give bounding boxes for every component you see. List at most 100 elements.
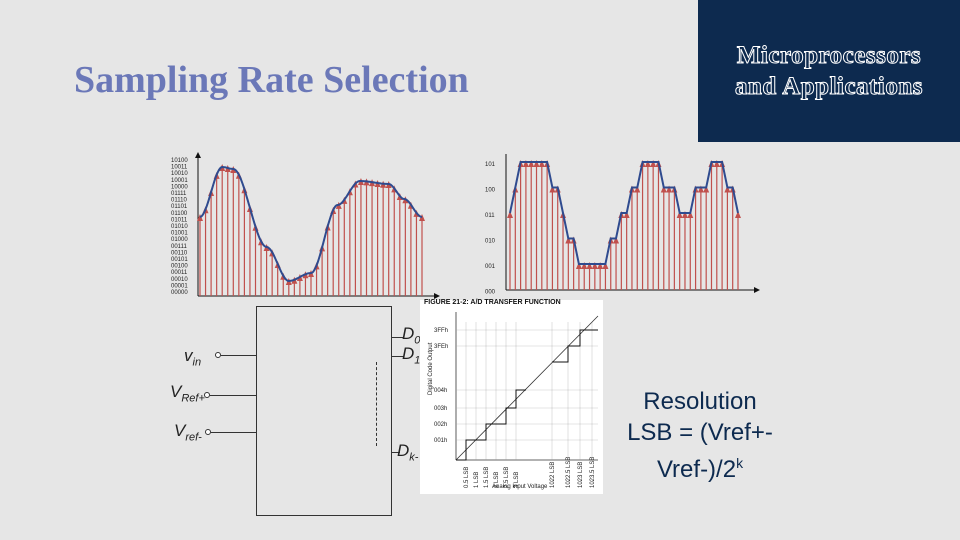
fig-y-tick: 004h [434, 388, 447, 394]
fig-x-tick: 1022.5 LSB [566, 457, 572, 488]
y-tick-label: 00101 [171, 257, 188, 263]
fig-x-tick: 0.5 LSB [464, 467, 470, 488]
y-tick-label: 011 [485, 213, 495, 219]
y-tick-label: 01010 [171, 224, 188, 230]
sample-marker [687, 211, 694, 218]
y-tick-label: 01100 [171, 211, 188, 217]
sample-marker [623, 211, 630, 218]
x-axis-arrow [434, 293, 440, 299]
d1-label: D1 [402, 344, 421, 367]
adc-block [256, 306, 392, 516]
resolution-text: Resolution LSB = (Vref+- Vref-)/2k [610, 386, 790, 485]
fig-x-tick: 1 LSB [474, 472, 480, 488]
y-tick-label: 00011 [171, 270, 188, 276]
dk-label: Dk- [397, 441, 419, 464]
resolution-line-3: Vref-)/2k [656, 455, 744, 483]
y-tick-label: 00000 [171, 290, 188, 296]
sample-marker [660, 185, 667, 193]
banner-text: Microprocessors and Applications [698, 40, 960, 102]
sample-marker [697, 185, 704, 193]
d0-wire [392, 337, 404, 338]
sample-marker [528, 160, 535, 167]
fig-x-tick: 3 LSB [514, 472, 520, 488]
fig-x-tick: 1022 LSB [550, 462, 556, 488]
coarse-quantization-svg: 101 100 011 010 001 000 [485, 154, 760, 296]
sample-marker [681, 211, 688, 218]
fig-x-tick: 2 LSB [494, 472, 500, 488]
resolution-line-1: Resolution [643, 388, 757, 415]
sample-marker [549, 185, 556, 193]
sample-marker [724, 185, 731, 193]
sample-marker [586, 262, 593, 269]
figure-caption: FIGURE 21-2: A/D TRANSFER FUNCTION [424, 299, 561, 306]
y-tick-label: 00111 [171, 244, 187, 250]
x-axis-arrow [754, 287, 760, 293]
y-tick-label: 000 [485, 290, 496, 296]
sample-marker [533, 160, 540, 167]
ideal-transfer-line [455, 315, 599, 461]
y-tick-label: 00010 [171, 277, 188, 283]
sample-marker [666, 185, 673, 193]
resolution-line-2: LSB = (Vref+- [627, 419, 773, 446]
sample-marker [613, 236, 620, 244]
y-tick-label: 10010 [171, 171, 188, 177]
fig-y-tick: 3FEh [434, 344, 448, 350]
fig-x-tick: 2.5 LSB [504, 467, 510, 488]
sample-marker [591, 262, 598, 269]
y-tick-label: 10011 [171, 165, 188, 171]
y-tick-label: 01110 [171, 198, 187, 204]
course-banner: Microprocessors and Applications [698, 0, 960, 142]
y-tick-label: 01101 [171, 204, 188, 210]
fig-x-axis-label: Analog Input Voltage [492, 484, 548, 490]
sample-marker [703, 185, 710, 193]
fig-y-tick: 003h [434, 406, 447, 412]
y-tick-label: 01001 [171, 231, 188, 237]
banner-line-2: and Applications [735, 73, 923, 101]
actual-transfer-staircase [456, 329, 598, 461]
fig-y-axis-label: Digital Code Output [428, 342, 434, 395]
sample-marker [197, 214, 203, 221]
y-tick-label: 001 [485, 264, 496, 270]
vrefp-label: VRef+ [170, 382, 205, 405]
coarse-quantization-plot: 101 100 011 010 001 000 [478, 152, 768, 302]
transfer-function-svg: 3FFh 3FEh 004h 003h 002h 001h Digital Code Out… [428, 312, 599, 490]
fig-x-tick: 1023 LSB [578, 462, 584, 488]
sample-marker [650, 160, 657, 167]
sample-marker [419, 214, 425, 221]
vrefp-terminal [204, 392, 210, 398]
vrefm-terminal [205, 429, 211, 435]
sample-marker [735, 211, 741, 218]
analog-signal-curve [199, 165, 423, 283]
sample-marker [676, 211, 683, 218]
sample-marker [634, 185, 641, 193]
sample-marker [575, 262, 582, 269]
outputs-dashed-line [376, 362, 377, 446]
vin-terminal [215, 352, 221, 358]
y-tick-label: 01000 [171, 237, 188, 243]
sample-marker [602, 262, 609, 269]
vrefm-wire [211, 432, 256, 433]
y-tick-label: 01111 [171, 191, 187, 197]
fig-y-tick: 3FFh [434, 328, 448, 334]
y-tick-label: 10000 [171, 184, 188, 190]
vrefm-label: Vref- [174, 421, 202, 444]
sample-marker [581, 262, 588, 269]
y-tick-label: 00100 [171, 264, 188, 270]
fig-x-tick: 1023.5 LSB [590, 457, 596, 488]
dk-wire [392, 452, 400, 453]
y-tick-label: 00110 [171, 250, 188, 256]
sample-marker [507, 211, 513, 218]
quantized-signal-curve [509, 161, 739, 265]
y-tick-label: 10001 [171, 178, 188, 184]
sample-marker [565, 236, 572, 244]
y-tick-label: 100 [485, 188, 496, 194]
slide-title: Sampling Rate Selection [74, 59, 469, 101]
d1-wire [392, 356, 404, 357]
sample-marker [644, 160, 651, 167]
sample-marker [597, 262, 604, 269]
y-tick-label: 00001 [171, 283, 188, 289]
vrefp-wire [210, 395, 256, 396]
d0-label: D0 [402, 324, 421, 347]
vin-label: vin [184, 346, 202, 369]
